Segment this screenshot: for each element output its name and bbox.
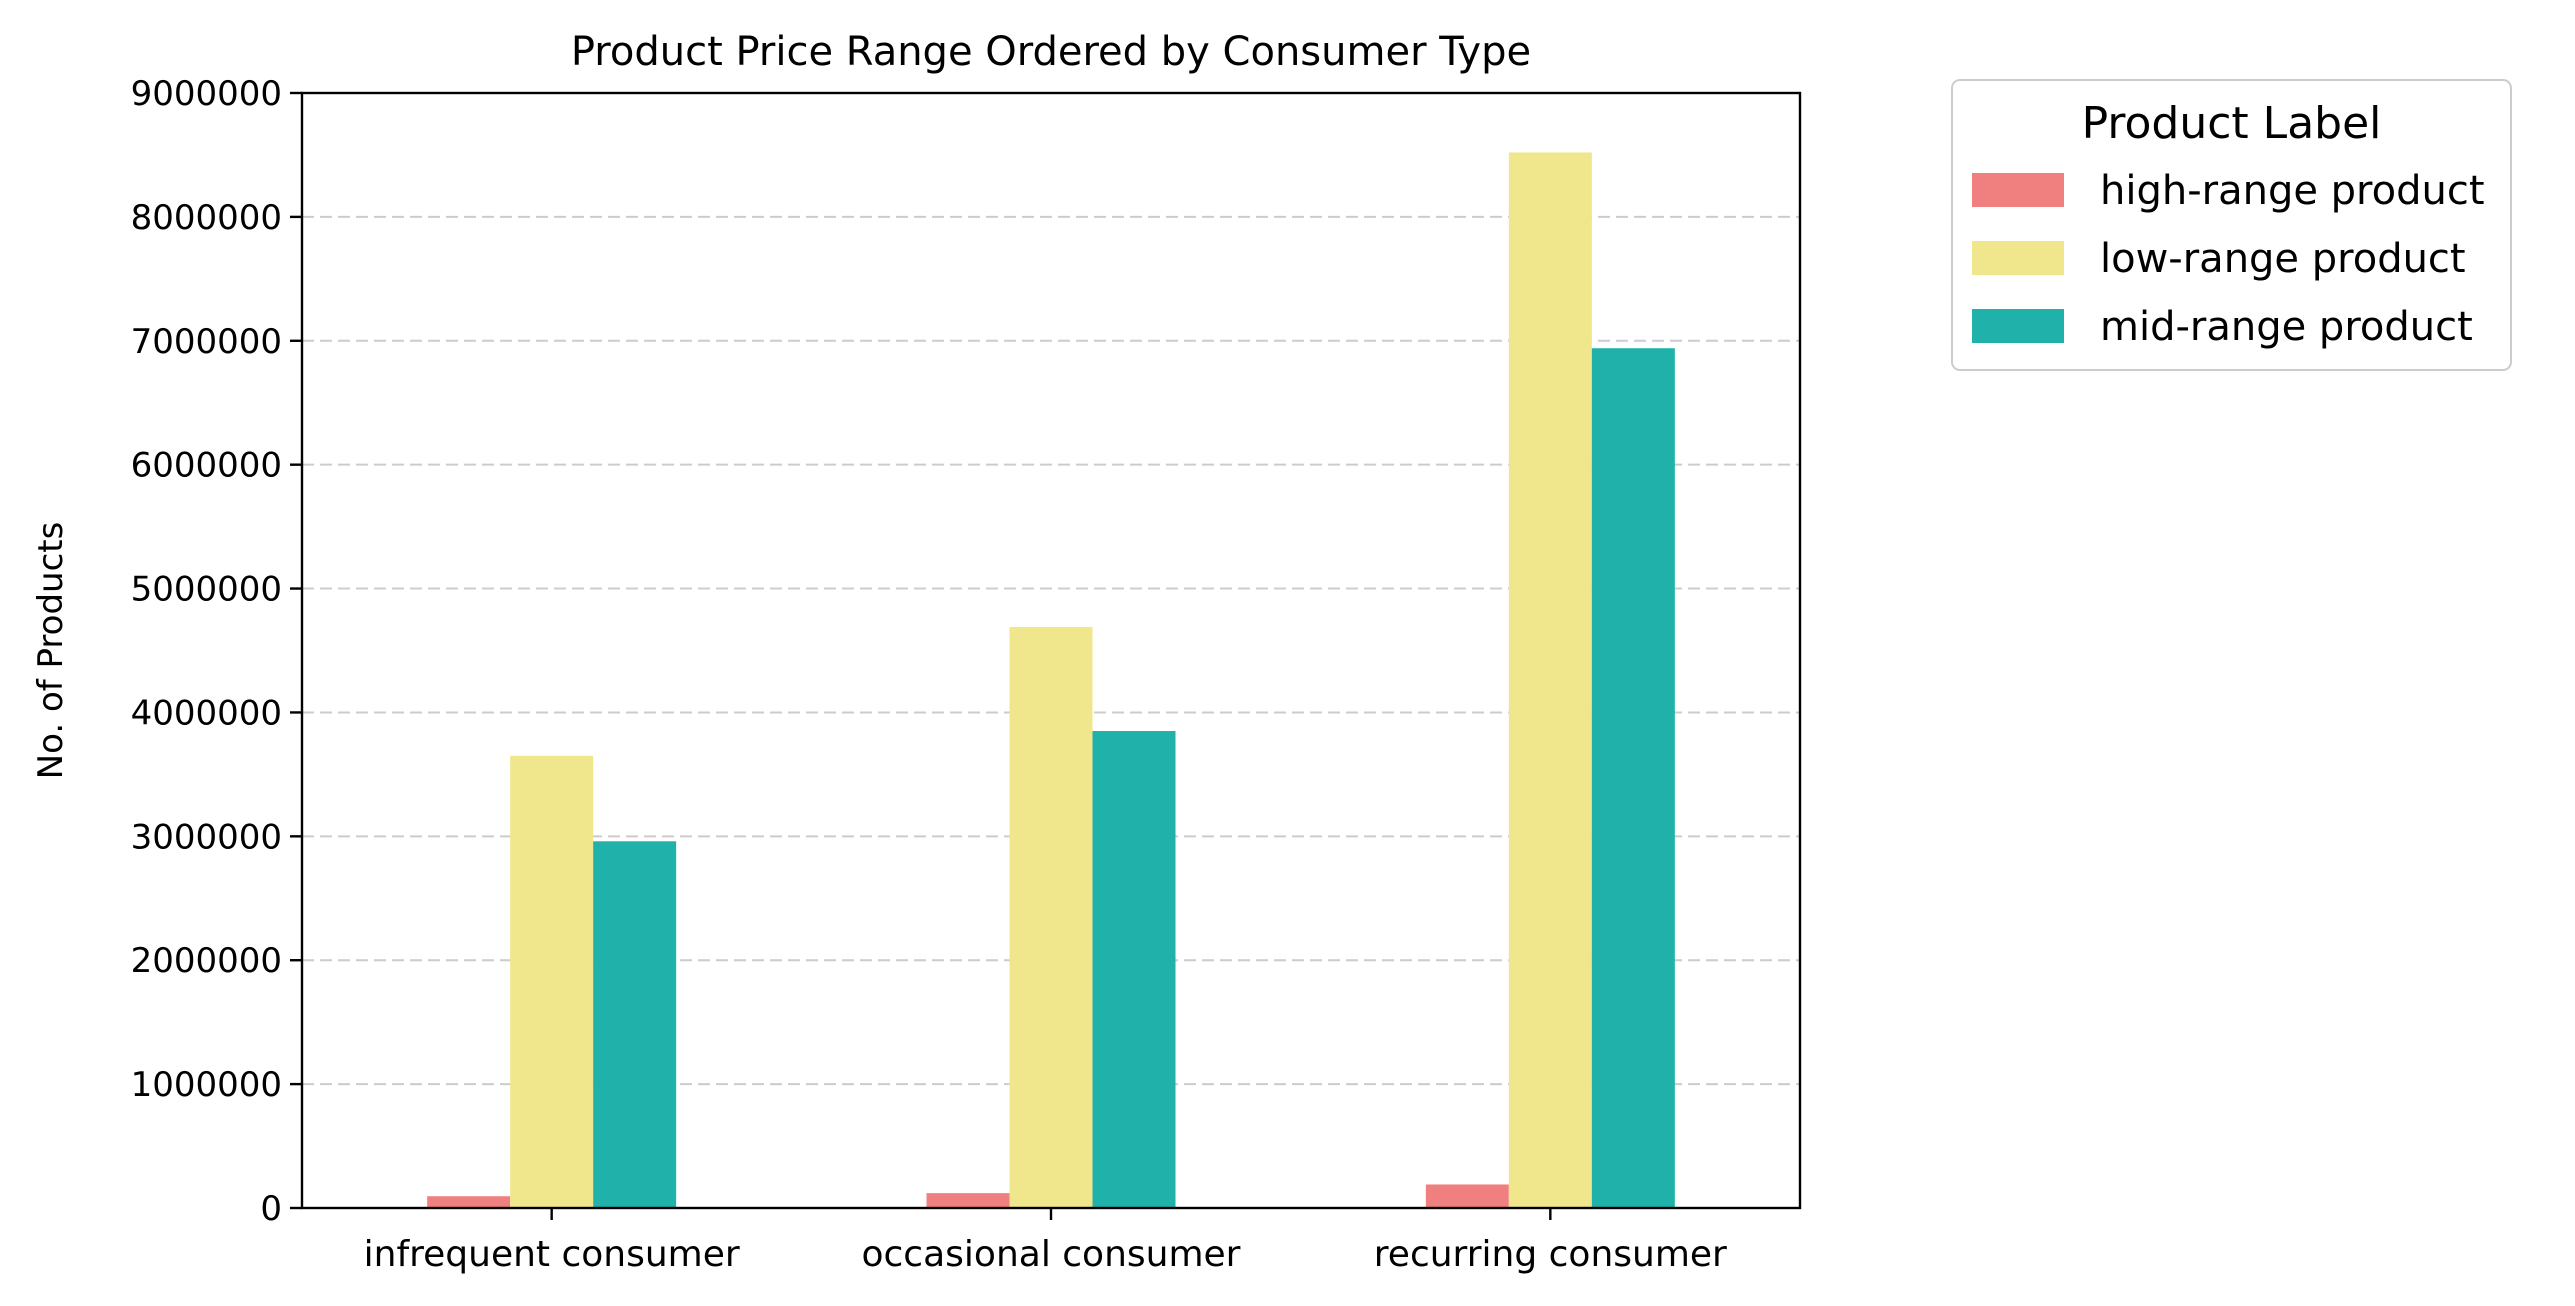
bar-high-range-product-1: [926, 1193, 1010, 1208]
legend-title: Product Label: [2082, 98, 2382, 149]
bar-high-range-product-2: [1425, 1184, 1509, 1208]
bar-mid-range-product-0: [593, 841, 677, 1208]
x-tick-label: recurring consumer: [1374, 1234, 1727, 1275]
legend-box: [1951, 79, 2512, 371]
bar-mid-range-product-1: [1092, 731, 1176, 1208]
x-axis: infrequent consumer occasional consumer re…: [364, 1208, 1727, 1275]
x-tick-label: infrequent consumer: [364, 1234, 740, 1275]
bar-mid-range-product-2: [1591, 348, 1675, 1208]
y-axis: 0 1000000 2000000 3000000 4000000 5000000 6000…: [131, 74, 302, 1229]
bar-high-range-product-0: [427, 1196, 511, 1208]
y-tick-label: 0: [260, 1189, 282, 1229]
y-tick-label: 4000000: [131, 693, 282, 733]
legend: Product Label high-range product low-rang…: [1951, 79, 2512, 371]
legend-swatch: [1972, 173, 2064, 207]
y-tick-label: 2000000: [131, 941, 282, 981]
legend-swatch: [1972, 309, 2064, 343]
legend-label: high-range product: [2100, 168, 2485, 214]
y-tick-label: 7000000: [131, 322, 282, 362]
legend-swatch: [1972, 241, 2064, 275]
y-tick-label: 5000000: [131, 570, 282, 610]
legend-label: mid-range product: [2100, 304, 2473, 350]
legend-items: high-range product low-range product mid-r…: [1972, 168, 2485, 350]
y-tick-label: 1000000: [131, 1065, 282, 1105]
y-tick-label: 6000000: [131, 446, 282, 486]
bar-low-range-product-1: [1009, 626, 1093, 1208]
legend-label: low-range product: [2100, 236, 2466, 282]
y-axis-label: No. of Products: [31, 522, 71, 780]
bar-low-range-product-2: [1508, 152, 1592, 1208]
y-tick-label: 9000000: [131, 74, 282, 114]
bars: [427, 152, 1675, 1208]
y-tick-label: 8000000: [131, 198, 282, 238]
y-tick-label: 3000000: [131, 817, 282, 857]
chart-title: Product Price Range Ordered by Consumer …: [571, 29, 1531, 75]
bar-low-range-product-0: [510, 755, 594, 1208]
x-tick-label: occasional consumer: [861, 1234, 1240, 1275]
